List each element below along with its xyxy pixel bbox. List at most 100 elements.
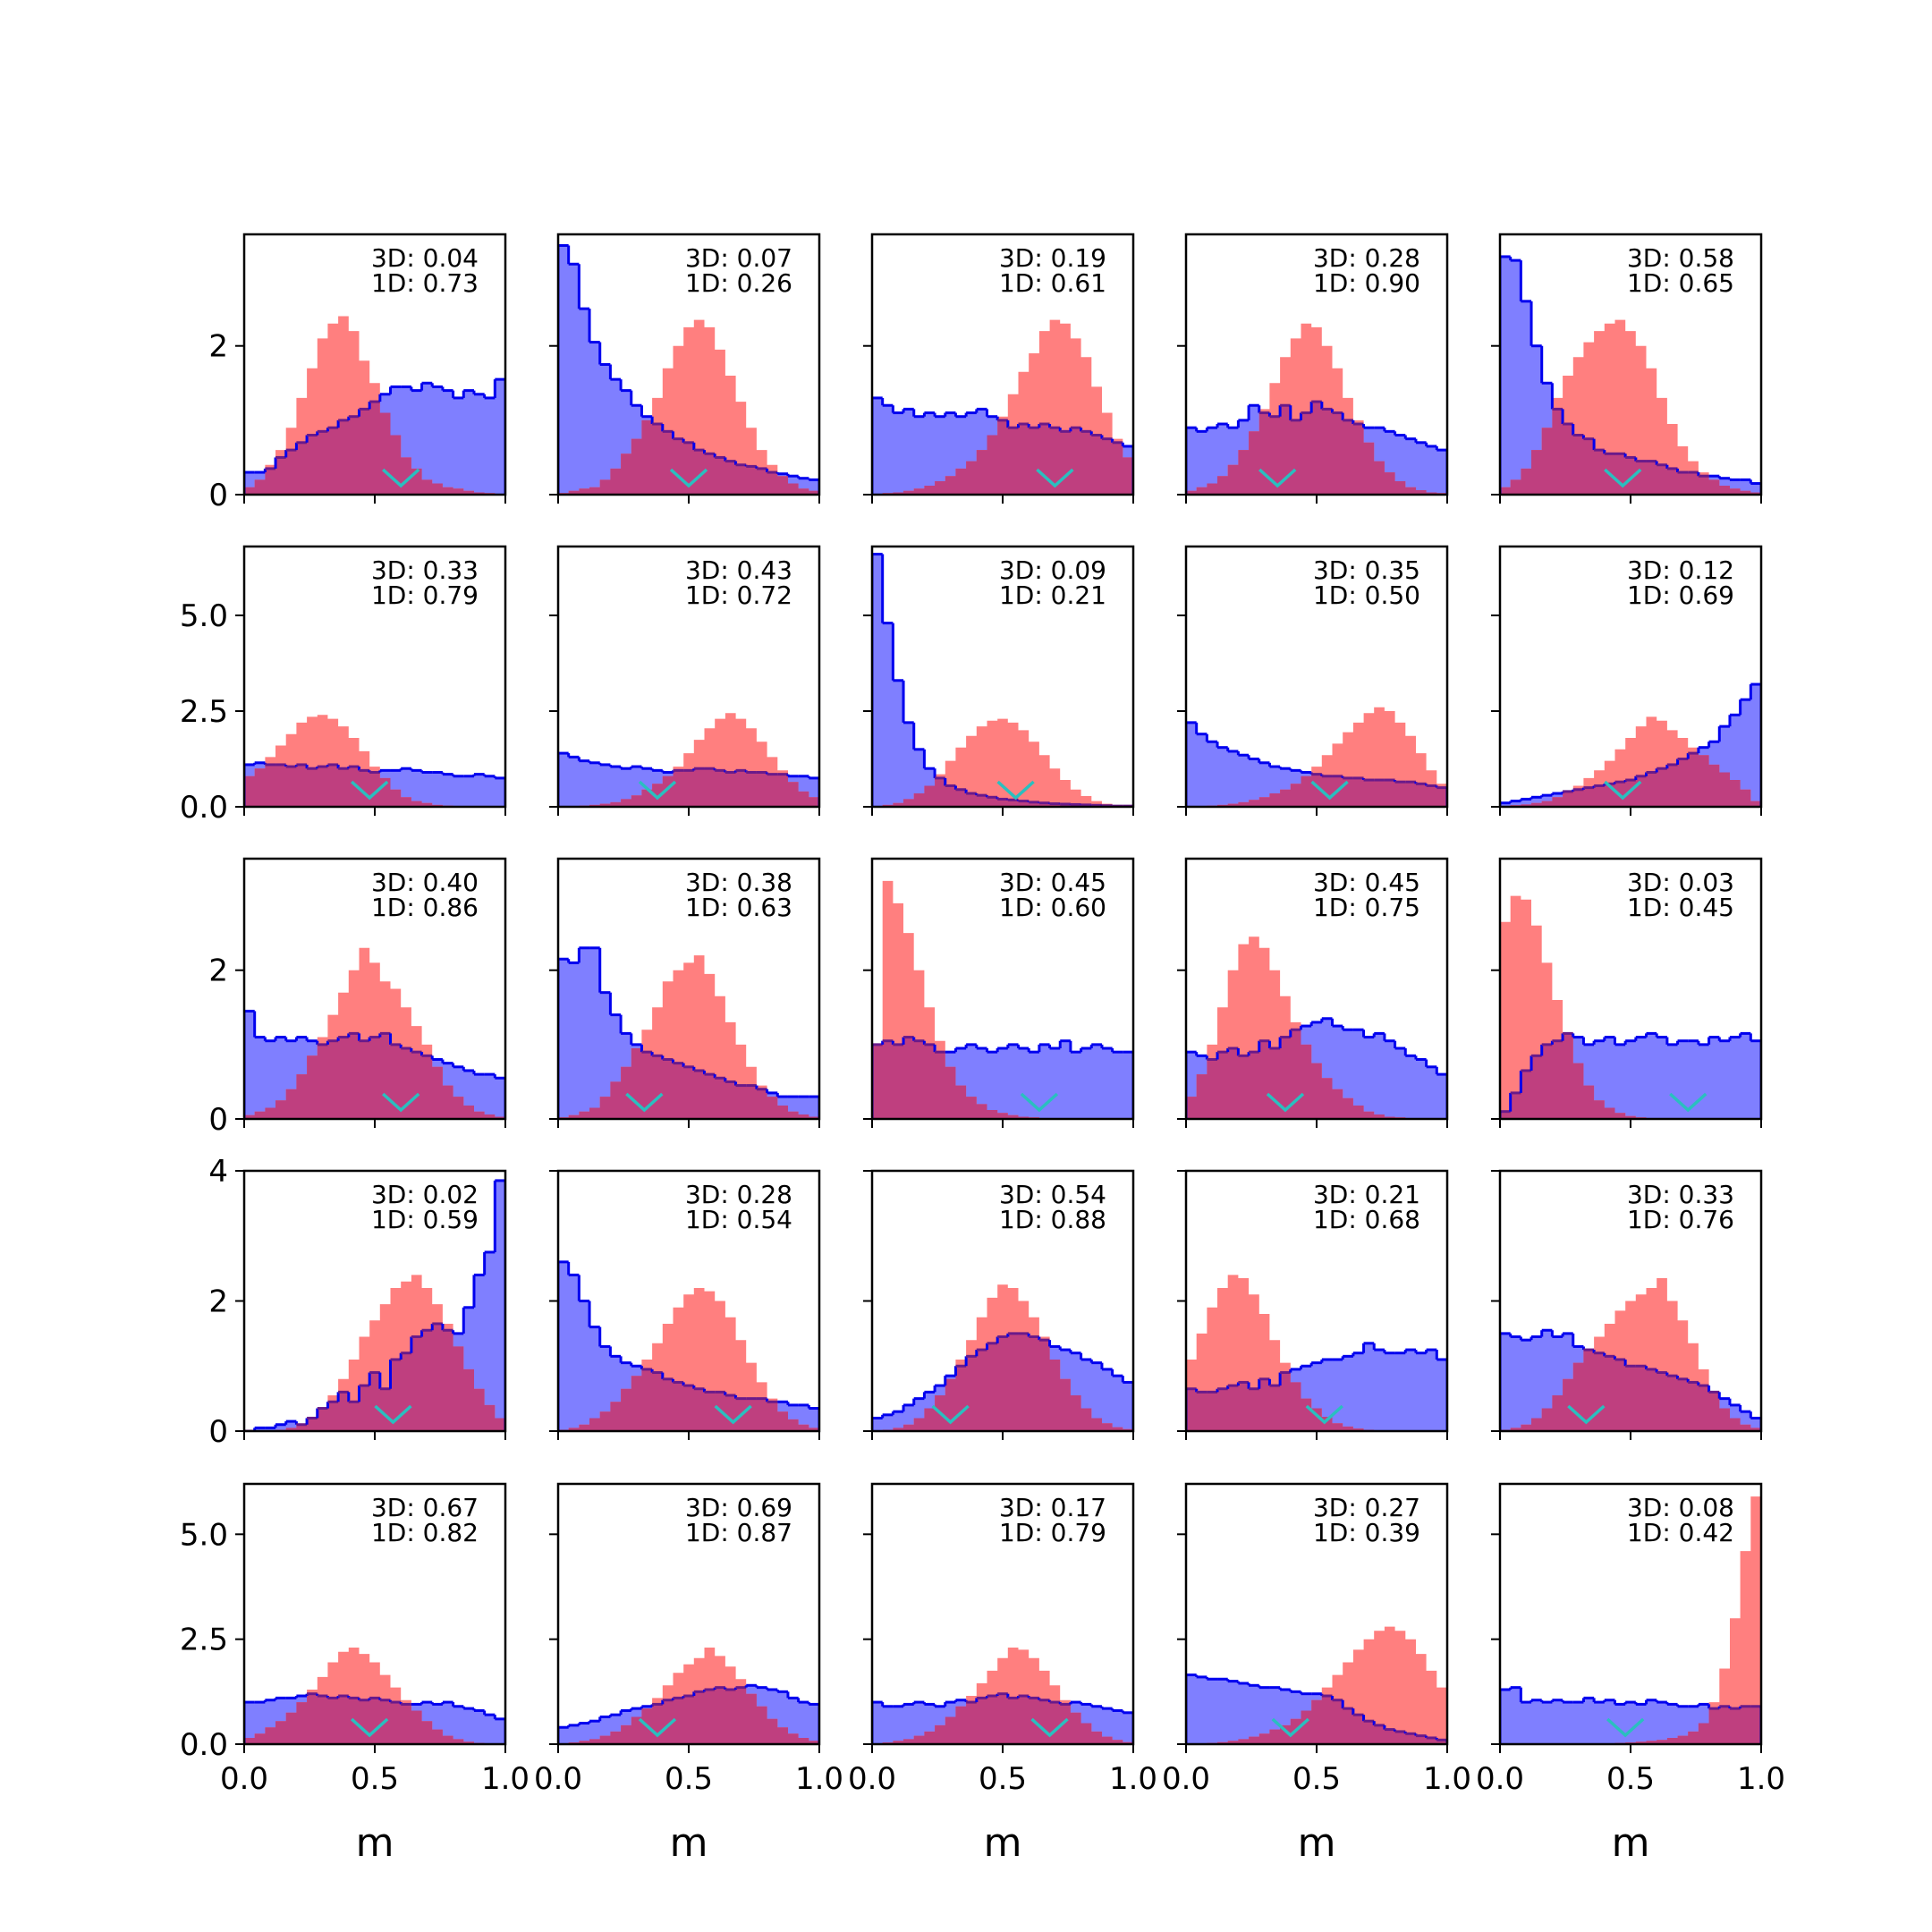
plot-area	[1186, 1626, 1447, 1744]
annotation-1d: 1D: 0.69	[1627, 580, 1734, 610]
x-tick-label: 0.0	[1162, 1761, 1210, 1797]
marker-icon	[1604, 468, 1642, 488]
y-tick-label: 2	[208, 1284, 228, 1320]
annotation-1d: 1D: 0.90	[1313, 268, 1420, 298]
annotation-1d: 1D: 0.87	[685, 1518, 792, 1547]
marker-icon	[350, 1717, 389, 1738]
annotation-3d: 3D: 0.45	[1313, 868, 1420, 897]
hist-overlap-fill	[558, 419, 819, 495]
annotation-1d: 1D: 0.88	[999, 1205, 1106, 1234]
hist-overlap-fill	[558, 1687, 819, 1744]
annotation-1d: 1D: 0.75	[1313, 893, 1420, 922]
hist-overlap-fill	[558, 1048, 819, 1119]
marker-icon	[638, 780, 677, 801]
plot-area	[1186, 1275, 1447, 1431]
annotation-3d: 3D: 0.67	[371, 1493, 479, 1522]
hist-1d-fill	[558, 319, 819, 495]
marker-icon	[1305, 1404, 1343, 1425]
marker-icon	[1036, 468, 1074, 488]
x-tick-label: 0.5	[979, 1761, 1027, 1797]
plot-area	[1500, 1278, 1761, 1431]
plot-area	[558, 243, 819, 495]
y-tick-label: 0.0	[180, 790, 228, 826]
annotation-3d: 3D: 0.43	[685, 555, 792, 585]
marker-icon	[374, 1404, 412, 1425]
annotation-3d: 3D: 0.21	[1313, 1180, 1420, 1209]
x-tick-label: 1.0	[795, 1761, 843, 1797]
y-tick-label: 0	[208, 478, 228, 513]
plot-area	[558, 946, 819, 1119]
annotation-3d: 3D: 0.28	[685, 1180, 792, 1209]
y-tick-label: 2	[208, 953, 228, 989]
x-tick-label: 0.0	[1476, 1761, 1524, 1797]
hist-overlap-fill	[872, 1333, 1133, 1431]
marker-icon	[1030, 1717, 1069, 1738]
annotation-3d: 3D: 0.33	[371, 555, 479, 585]
plot-area	[558, 1260, 819, 1431]
marker-icon	[1271, 1717, 1309, 1738]
annotation-1d: 1D: 0.54	[685, 1205, 792, 1234]
y-tick-label: 0	[208, 1414, 228, 1450]
annotation-3d: 3D: 0.40	[371, 868, 479, 897]
annotation-3d: 3D: 0.38	[685, 868, 792, 897]
annotation-3d: 3D: 0.69	[685, 1493, 792, 1522]
hist-3d-fill	[558, 245, 819, 495]
hist-overlap-fill	[1500, 1350, 1761, 1431]
marker-icon	[996, 780, 1035, 801]
x-tick-label: 0.0	[220, 1761, 268, 1797]
x-axis-label: m	[984, 1820, 1022, 1866]
hist-overlap-fill	[1186, 1372, 1447, 1431]
x-axis-label: m	[356, 1820, 394, 1866]
hist-overlap-fill	[244, 1693, 505, 1744]
annotation-1d: 1D: 0.39	[1313, 1518, 1420, 1547]
hist-overlap-fill	[1186, 774, 1447, 807]
annotation-3d: 3D: 0.54	[999, 1180, 1106, 1209]
plot-area	[244, 1179, 505, 1431]
y-tick-label: 2.5	[180, 1623, 228, 1658]
x-tick-label: 0.0	[848, 1761, 896, 1797]
y-tick-label: 4	[208, 1154, 228, 1190]
annotation-1d: 1D: 0.63	[685, 893, 792, 922]
plot-area	[1186, 936, 1447, 1119]
annotation-1d: 1D: 0.73	[371, 268, 479, 298]
y-tick-label: 5.0	[180, 598, 228, 634]
x-tick-label: 1.0	[1109, 1761, 1157, 1797]
marker-icon	[931, 1404, 970, 1425]
hist-overlap-fill	[244, 402, 505, 495]
annotation-1d: 1D: 0.60	[999, 893, 1106, 922]
marker-icon	[1258, 468, 1297, 488]
marker-icon	[382, 1092, 420, 1113]
marker-icon	[1310, 780, 1349, 801]
marker-icon	[638, 1717, 677, 1738]
annotation-3d: 3D: 0.02	[371, 1180, 479, 1209]
plot-area	[558, 713, 819, 807]
marker-icon	[350, 780, 389, 801]
plot-area	[872, 1284, 1133, 1431]
annotation-1d: 1D: 0.86	[371, 893, 479, 922]
marker-icon	[714, 1404, 752, 1425]
plot-area	[1186, 323, 1447, 495]
annotation-1d: 1D: 0.21	[999, 580, 1106, 610]
hist-3d-fill	[872, 554, 1133, 807]
x-tick-label: 0.0	[534, 1761, 582, 1797]
marker-icon	[625, 1092, 664, 1113]
x-tick-label: 1.0	[1423, 1761, 1471, 1797]
annotation-1d: 1D: 0.76	[1627, 1205, 1734, 1234]
hist-overlap-fill	[244, 1324, 505, 1431]
marker-icon	[669, 468, 708, 488]
y-tick-label: 0	[208, 1102, 228, 1138]
hist-overlap-fill	[558, 768, 819, 807]
annotation-3d: 3D: 0.58	[1627, 243, 1734, 273]
